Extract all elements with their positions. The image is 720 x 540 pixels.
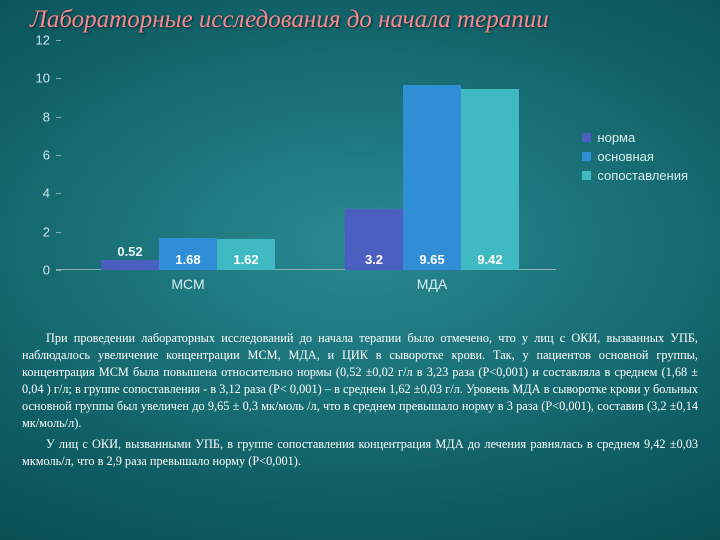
- bar: 1.62: [217, 239, 275, 270]
- bar-value-label: 1.68: [159, 252, 217, 267]
- chart-legend: норма основная сопоставления: [582, 130, 688, 187]
- bar-value-label: 1.62: [217, 252, 275, 267]
- legend-label: сопоставления: [597, 168, 688, 183]
- legend-swatch: [582, 133, 591, 142]
- bar: 9.42: [461, 89, 519, 270]
- chart-area: 0246810120.521.681.62МСМ3.29.659.42МДА н…: [28, 40, 688, 300]
- category-label: МСМ: [101, 276, 275, 292]
- legend-item: основная: [582, 149, 688, 164]
- y-tick-mark: [56, 155, 61, 156]
- y-tick-mark: [56, 40, 61, 41]
- legend-item: норма: [582, 130, 688, 145]
- y-tick-mark: [56, 117, 61, 118]
- y-tick-mark: [56, 270, 61, 271]
- legend-item: сопоставления: [582, 168, 688, 183]
- bar-value-label: 0.52: [101, 244, 159, 259]
- y-tick-label: 0: [28, 263, 50, 278]
- paragraph: При проведении лабораторных исследований…: [22, 330, 698, 432]
- bar-value-label: 3.2: [345, 252, 403, 267]
- bar: 9.65: [403, 85, 461, 270]
- bar: 1.68: [159, 238, 217, 270]
- bar-value-label: 9.42: [461, 252, 519, 267]
- bar-value-label: 9.65: [403, 252, 461, 267]
- paragraph: У лиц с ОКИ, вызванными УПБ, в группе со…: [22, 436, 698, 470]
- category-label: МДА: [345, 276, 519, 292]
- chart-plot: 0246810120.521.681.62МСМ3.29.659.42МДА: [56, 40, 556, 270]
- y-tick-mark: [56, 232, 61, 233]
- y-tick-label: 6: [28, 148, 50, 163]
- legend-label: основная: [597, 149, 654, 164]
- y-tick-mark: [56, 78, 61, 79]
- bar: 0.52: [101, 260, 159, 270]
- y-tick-label: 12: [28, 33, 50, 48]
- legend-swatch: [582, 152, 591, 161]
- legend-label: норма: [597, 130, 635, 145]
- body-text: При проведении лабораторных исследований…: [22, 330, 698, 474]
- y-tick-label: 8: [28, 109, 50, 124]
- y-tick-label: 10: [28, 71, 50, 86]
- bar: 3.2: [345, 209, 403, 270]
- legend-swatch: [582, 171, 591, 180]
- y-tick-label: 2: [28, 224, 50, 239]
- y-tick-label: 4: [28, 186, 50, 201]
- y-tick-mark: [56, 193, 61, 194]
- slide-title: Лабораторные исследования до начала тера…: [30, 6, 549, 34]
